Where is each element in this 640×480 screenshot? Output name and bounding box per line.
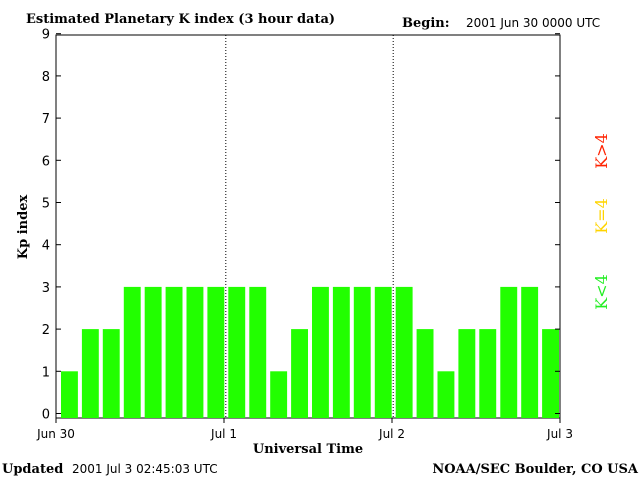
x-tick-label: Jun 30 <box>36 427 75 441</box>
y-tick-label: 2 <box>42 323 50 338</box>
legend-item-k-equal-4: K=4 <box>592 198 611 234</box>
bar-9 <box>228 286 246 418</box>
x-tick-label: Jul 3 <box>546 427 573 441</box>
bars-group <box>61 286 559 418</box>
bar-8 <box>207 286 225 418</box>
y-tick-label: 8 <box>42 70 50 85</box>
data-source: NOAA/SEC Boulder, CO USA <box>432 462 639 477</box>
legend-item-k-greater-4: K>4 <box>592 133 611 169</box>
bar-15 <box>353 286 371 418</box>
bar-16 <box>374 286 392 418</box>
y-tick-label: 7 <box>42 112 50 127</box>
bar-4 <box>123 286 141 418</box>
bar-19 <box>437 371 455 418</box>
day-separators <box>225 35 394 418</box>
bar-14 <box>332 286 350 418</box>
y-tick-label: 9 <box>42 28 50 43</box>
y-tick-label: 3 <box>42 281 50 296</box>
bar-22 <box>500 286 518 418</box>
y-tick-label: 6 <box>42 154 50 169</box>
y-axis: 0 1 2 3 4 5 6 7 8 9 <box>42 28 560 423</box>
begin-value: 2001 Jun 30 0000 UTC <box>466 16 600 30</box>
bar-11 <box>270 371 288 418</box>
updated-value: 2001 Jul 3 02:45:03 UTC <box>72 462 218 476</box>
legend-item-k-less-4: K<4 <box>592 274 611 310</box>
x-tick-label: Jul 2 <box>378 427 405 441</box>
bar-3 <box>102 329 120 418</box>
begin-label: Begin: <box>402 16 450 31</box>
bar-21 <box>479 329 497 418</box>
x-axis: Jun 30 Jul 1 Jul 2 Jul 3 <box>36 418 573 441</box>
y-tick-label: 5 <box>42 197 50 212</box>
chart-title: Estimated Planetary K index (3 hour data… <box>26 12 335 27</box>
bar-20 <box>458 329 476 418</box>
bar-1 <box>61 371 78 418</box>
bar-12 <box>291 329 308 418</box>
x-axis-label: Universal Time <box>253 442 363 457</box>
bar-24 <box>542 329 559 418</box>
y-tick-label: 4 <box>42 239 50 254</box>
y-tick-label: 1 <box>42 365 50 380</box>
bar-6 <box>165 286 183 418</box>
bar-23 <box>521 286 539 418</box>
bar-13 <box>312 286 329 418</box>
x-tick-label: Jul 1 <box>210 427 237 441</box>
bar-10 <box>249 286 267 418</box>
bar-17 <box>395 286 413 418</box>
updated-label: Updated <box>2 462 63 477</box>
bar-5 <box>144 286 162 418</box>
bar-2 <box>81 329 99 418</box>
bar-7 <box>186 286 204 418</box>
bar-18 <box>416 329 434 418</box>
y-tick-label: 0 <box>42 408 50 423</box>
y-axis-label: Kp index <box>16 195 31 260</box>
